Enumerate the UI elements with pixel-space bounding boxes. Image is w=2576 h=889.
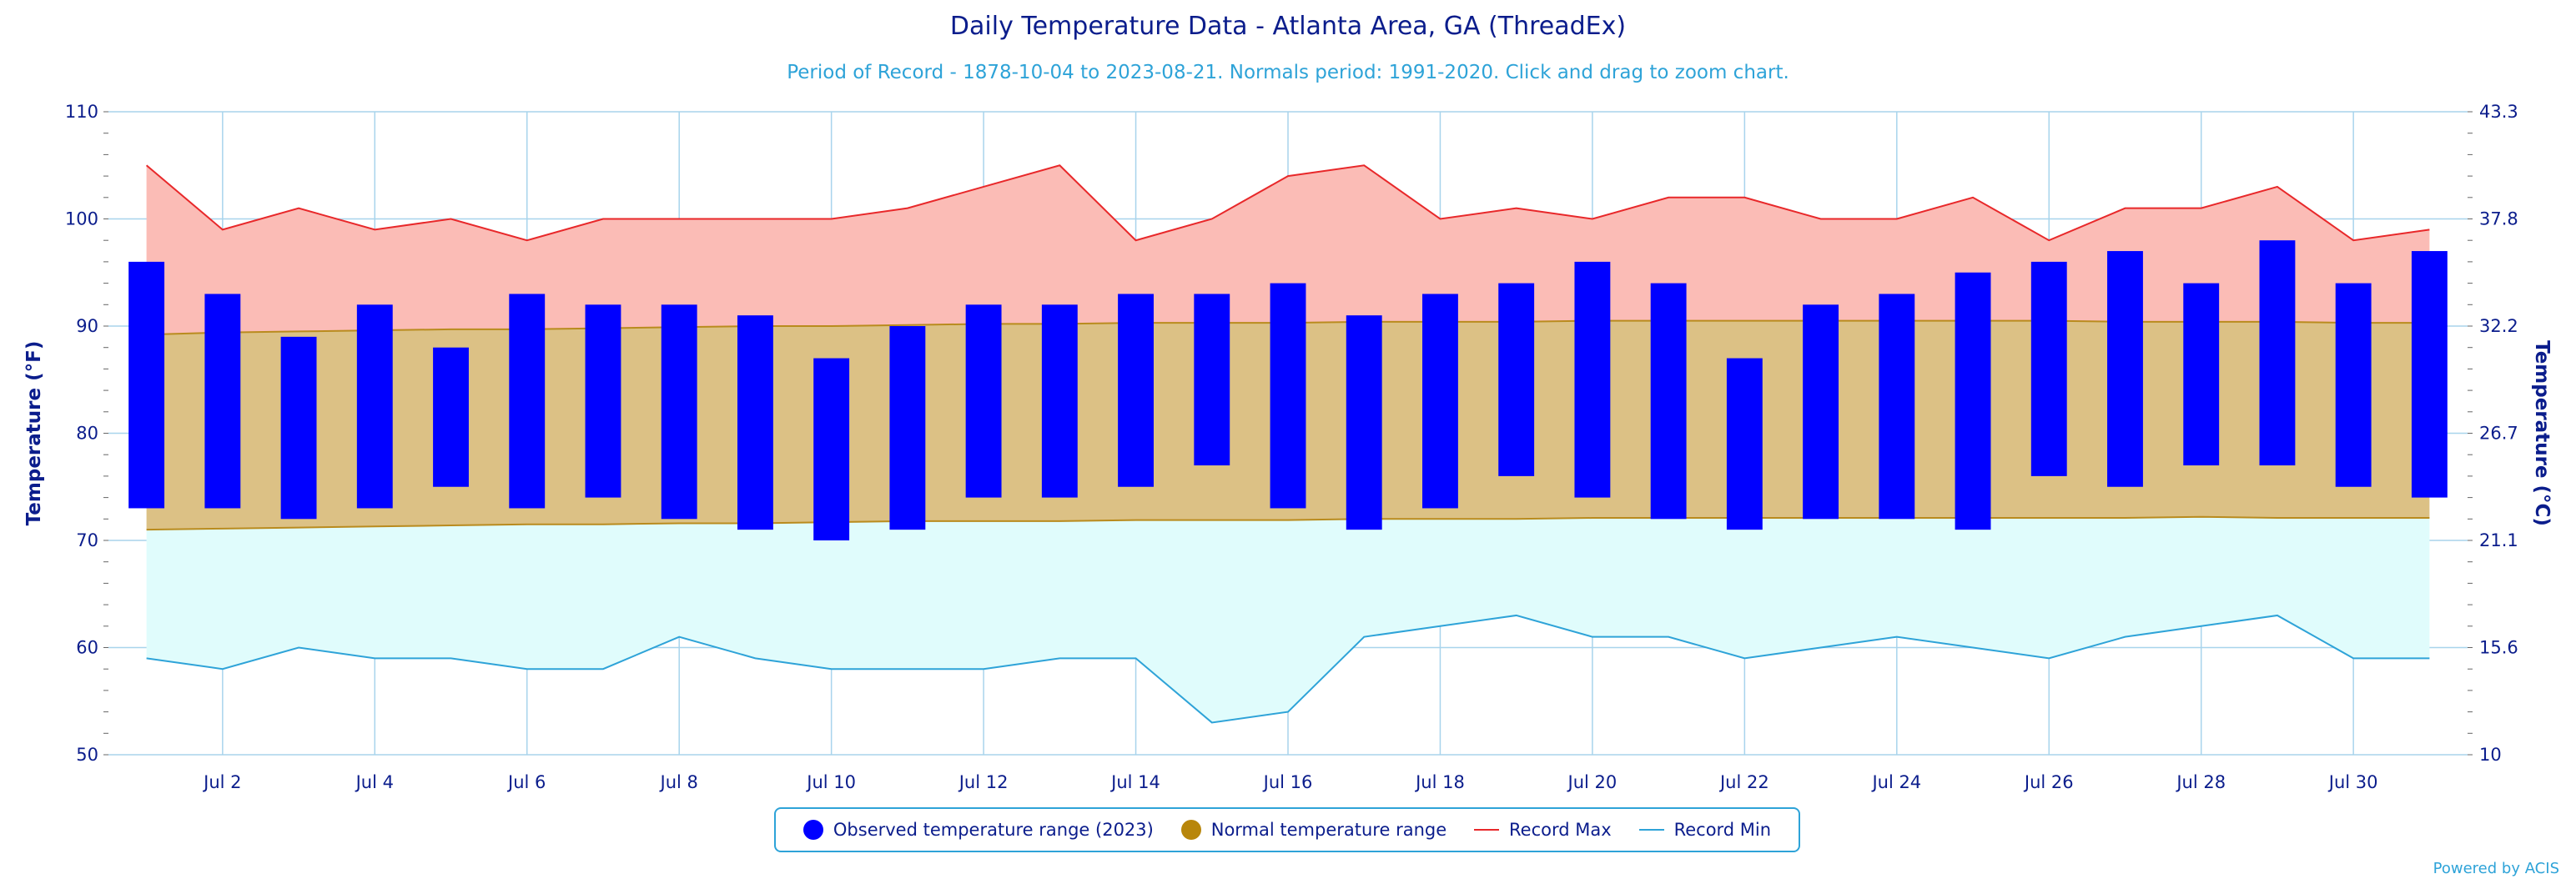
legend-label-record-min: Record Min xyxy=(1673,820,1772,840)
record-max-line-icon xyxy=(1474,829,1500,831)
observed-bar[interactable] xyxy=(661,304,697,520)
legend-item-record-max[interactable]: Record Max xyxy=(1474,820,1612,840)
axes xyxy=(103,111,2473,756)
observed-bar[interactable] xyxy=(585,304,621,498)
x-tick-label: Jul 8 xyxy=(659,772,698,792)
observed-bar[interactable] xyxy=(1041,304,1078,498)
observed-bar[interactable] xyxy=(280,336,317,520)
record-max-area xyxy=(146,165,2430,335)
y-right-tick-label: 21.1 xyxy=(2479,530,2518,550)
x-tick-label: Jul 30 xyxy=(2327,772,2378,792)
x-tick-label: Jul 4 xyxy=(355,772,394,792)
record-max-line xyxy=(145,164,2430,242)
x-tick-label: Jul 6 xyxy=(506,772,546,792)
observed-bar[interactable] xyxy=(1879,294,1915,520)
observed-bar[interactable] xyxy=(1270,283,1306,509)
x-tick-label: Jul 12 xyxy=(958,772,1009,792)
observed-bar[interactable] xyxy=(2335,283,2372,487)
y-axis-left: 50 60 70 80 90 100 110 xyxy=(65,102,98,765)
observed-bar[interactable] xyxy=(2107,251,2143,487)
y-right-tick-label: 15.6 xyxy=(2479,638,2518,658)
x-tick-label: Jul 18 xyxy=(1414,772,1465,792)
y-right-tick-label: 37.8 xyxy=(2479,209,2518,229)
chart-title: Daily Temperature Data - Atlanta Area, G… xyxy=(949,12,1627,41)
temperature-chart[interactable]: 50 60 70 80 90 100 110 10 15.6 21.1 26.7 32.2 37.8 43… xyxy=(0,0,2576,801)
observed-bar[interactable] xyxy=(2030,261,2067,476)
y-right-tick-label: 43.3 xyxy=(2479,102,2518,122)
x-tick-label: Jul 16 xyxy=(1262,772,1313,792)
y-tick-label: 50 xyxy=(76,745,98,765)
y-tick-label: 110 xyxy=(65,102,98,122)
y-tick-label: 90 xyxy=(76,316,98,336)
y-right-tick-label: 32.2 xyxy=(2479,316,2518,336)
y-tick-label: 60 xyxy=(76,638,98,658)
legend-item-record-min[interactable]: Record Min xyxy=(1638,820,1772,840)
observed-bar[interactable] xyxy=(1498,283,1535,476)
observed-bar[interactable] xyxy=(356,304,393,509)
y-axis-title-right: Temperature (°C) xyxy=(2531,340,2553,526)
observed-bar[interactable] xyxy=(1726,358,1763,530)
observed-bar[interactable] xyxy=(1194,294,1230,466)
legend-item-normal[interactable]: Normal temperature range xyxy=(1180,820,1447,840)
x-tick-label: Jul 10 xyxy=(805,772,856,792)
observed-bar[interactable] xyxy=(1803,304,1839,520)
observed-bar[interactable] xyxy=(889,326,926,530)
observed-bar[interactable] xyxy=(1422,294,1458,509)
observed-bar[interactable] xyxy=(1118,294,1154,487)
record-min-area xyxy=(146,516,2430,723)
observed-bar[interactable] xyxy=(1650,283,1687,520)
observed-bar[interactable] xyxy=(1955,272,1991,530)
observed-bar[interactable] xyxy=(813,358,850,540)
record-min-line xyxy=(146,614,2430,724)
y-right-tick-label: 10 xyxy=(2479,745,2502,765)
y-right-tick-label: 26.7 xyxy=(2479,424,2518,444)
x-tick-label: Jul 2 xyxy=(202,772,241,792)
x-tick-label: Jul 22 xyxy=(1718,772,1769,792)
observed-marker-icon xyxy=(802,820,823,840)
chart-subtitle: Period of Record - 1878-10-04 to 2023-08… xyxy=(787,62,1789,83)
observed-bars xyxy=(128,240,2448,540)
y-tick-label: 70 xyxy=(76,530,98,550)
observed-bar[interactable] xyxy=(128,261,165,509)
x-tick-label: Jul 24 xyxy=(1870,772,1921,792)
observed-bar[interactable] xyxy=(965,304,1002,498)
legend-label-record-max: Record Max xyxy=(1509,820,1612,840)
x-tick-label: Jul 26 xyxy=(2023,772,2074,792)
y-tick-label: 100 xyxy=(65,209,98,229)
observed-bar[interactable] xyxy=(204,294,241,509)
observed-bar[interactable] xyxy=(509,294,546,509)
y-axis-title: Temperature (°F) xyxy=(23,341,45,526)
observed-bar[interactable] xyxy=(2411,251,2448,498)
observed-bar[interactable] xyxy=(1574,261,1611,498)
y-axis-right: 10 15.6 21.1 26.7 32.2 37.8 43.3 xyxy=(2479,102,2518,765)
observed-bar[interactable] xyxy=(737,315,773,530)
observed-bar[interactable] xyxy=(2259,240,2296,466)
y-tick-label: 80 xyxy=(76,424,98,444)
normal-low-line xyxy=(146,515,2430,531)
acis-credit-link[interactable]: Powered by ACIS xyxy=(2433,860,2559,877)
x-tick-label: Jul 14 xyxy=(1109,772,1160,792)
legend-label-normal: Normal temperature range xyxy=(1210,820,1447,840)
legend-item-observed[interactable]: Observed temperature range (2023) xyxy=(802,820,1154,840)
normal-marker-icon xyxy=(1180,820,1201,840)
x-axis: Jul 2 Jul 4 Jul 6 Jul 8 Jul 10 Jul 12 Jul 14 Ju… xyxy=(202,772,2377,792)
observed-bar[interactable] xyxy=(433,347,469,487)
chart-legend: Observed temperature range (2023) Normal… xyxy=(774,807,1800,852)
observed-bar[interactable] xyxy=(2183,283,2220,466)
record-min-line-icon xyxy=(1638,829,1664,831)
observed-bar[interactable] xyxy=(1346,315,1382,530)
legend-label-observed: Observed temperature range (2023) xyxy=(833,820,1154,840)
x-tick-label: Jul 20 xyxy=(1567,772,1618,792)
x-tick-label: Jul 28 xyxy=(2175,772,2226,792)
